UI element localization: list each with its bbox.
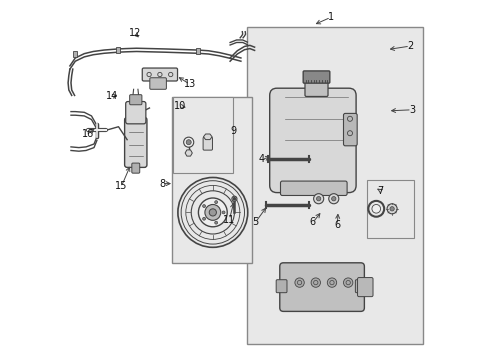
Circle shape bbox=[233, 198, 235, 200]
Polygon shape bbox=[185, 150, 192, 156]
FancyBboxPatch shape bbox=[276, 280, 286, 293]
FancyBboxPatch shape bbox=[280, 181, 346, 195]
FancyBboxPatch shape bbox=[129, 95, 142, 105]
FancyBboxPatch shape bbox=[124, 117, 146, 167]
Circle shape bbox=[386, 204, 396, 214]
Circle shape bbox=[331, 197, 335, 201]
Circle shape bbox=[186, 140, 191, 145]
Text: 13: 13 bbox=[183, 79, 196, 89]
Text: 11: 11 bbox=[223, 215, 235, 225]
FancyBboxPatch shape bbox=[355, 280, 366, 293]
Text: 10: 10 bbox=[174, 101, 186, 111]
Text: 1: 1 bbox=[327, 12, 333, 22]
Circle shape bbox=[183, 137, 193, 147]
FancyBboxPatch shape bbox=[357, 278, 372, 297]
Circle shape bbox=[328, 194, 338, 204]
Circle shape bbox=[222, 211, 224, 214]
Bar bbox=[115, 47, 120, 53]
Circle shape bbox=[326, 278, 336, 287]
Text: 16: 16 bbox=[81, 129, 94, 139]
Text: 7: 7 bbox=[377, 186, 383, 196]
Circle shape bbox=[316, 197, 320, 201]
Text: 4: 4 bbox=[258, 154, 264, 164]
Polygon shape bbox=[203, 134, 212, 140]
Text: 12: 12 bbox=[128, 28, 141, 38]
Bar bbox=[173, 97, 232, 173]
Circle shape bbox=[198, 198, 227, 227]
Bar bbox=[172, 97, 251, 263]
Text: 9: 9 bbox=[229, 126, 236, 136]
Text: 3: 3 bbox=[408, 105, 414, 115]
FancyBboxPatch shape bbox=[149, 78, 166, 89]
Text: 6: 6 bbox=[309, 217, 315, 228]
Text: 8: 8 bbox=[159, 179, 165, 189]
Text: 14: 14 bbox=[106, 91, 118, 102]
Bar bbox=[73, 51, 77, 57]
Circle shape bbox=[231, 196, 237, 201]
Circle shape bbox=[371, 204, 380, 213]
Circle shape bbox=[310, 278, 320, 287]
Text: 2: 2 bbox=[406, 41, 412, 51]
FancyBboxPatch shape bbox=[305, 81, 327, 96]
Circle shape bbox=[202, 217, 205, 220]
Text: 5: 5 bbox=[252, 217, 258, 228]
Circle shape bbox=[214, 221, 217, 224]
Circle shape bbox=[294, 278, 304, 287]
Circle shape bbox=[204, 204, 220, 220]
Circle shape bbox=[209, 209, 216, 216]
FancyBboxPatch shape bbox=[125, 102, 145, 124]
Circle shape bbox=[214, 201, 217, 203]
FancyBboxPatch shape bbox=[343, 113, 356, 146]
Text: 15: 15 bbox=[115, 181, 127, 192]
Text: 6: 6 bbox=[334, 220, 340, 230]
FancyBboxPatch shape bbox=[142, 68, 177, 81]
Circle shape bbox=[202, 204, 205, 207]
Circle shape bbox=[389, 207, 393, 211]
Bar bbox=[195, 48, 200, 54]
FancyBboxPatch shape bbox=[203, 137, 212, 150]
FancyBboxPatch shape bbox=[279, 263, 364, 311]
Bar bbox=[247, 27, 422, 344]
FancyBboxPatch shape bbox=[269, 88, 355, 193]
Bar bbox=[366, 180, 413, 238]
FancyBboxPatch shape bbox=[132, 163, 140, 173]
FancyBboxPatch shape bbox=[303, 71, 329, 83]
Circle shape bbox=[343, 278, 352, 287]
Circle shape bbox=[313, 194, 323, 204]
